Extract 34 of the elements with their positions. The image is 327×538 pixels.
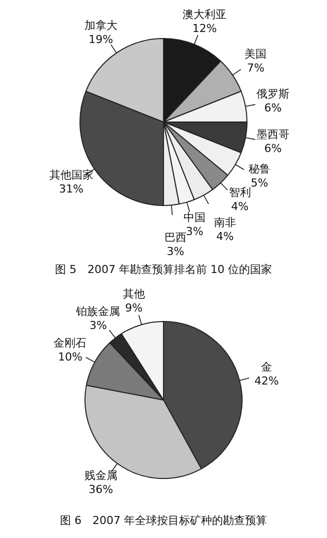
slice-label: 美国 — [244, 47, 267, 60]
slice-label: 铂族金属 — [75, 304, 120, 318]
slice-label: 其他国家 — [49, 168, 94, 182]
slice-label: 巴西 — [164, 230, 186, 244]
slice-label: 墨西哥 — [256, 128, 290, 142]
data-label: 3% — [166, 244, 184, 258]
data-label: 5% — [250, 176, 268, 190]
slice-label: 金刚石 — [54, 336, 87, 350]
data-label: 6% — [264, 142, 282, 156]
data-label: 9% — [125, 301, 143, 314]
slice-label: 金 — [261, 360, 272, 374]
slice-label: 智利 — [228, 186, 251, 200]
text: 图 6 2007 年全球按目标矿种的勘查预算 — [59, 513, 268, 528]
slice-label: 南非 — [214, 216, 236, 230]
slice-label: 澳大利亚 — [182, 8, 227, 21]
data-label: 3% — [186, 225, 204, 238]
data-label: 36% — [88, 482, 114, 496]
slice-label: 俄罗斯 — [256, 88, 290, 101]
slice-label: 其他 — [122, 287, 145, 300]
data-label: 6% — [264, 102, 282, 115]
data-label: 12% — [192, 22, 217, 35]
data-label: 3% — [90, 318, 107, 332]
data-label: 10% — [58, 350, 82, 364]
data-label: 4% — [216, 230, 234, 244]
data-label: 31% — [59, 182, 84, 196]
slice-label: 秘鲁 — [248, 162, 270, 176]
slice-label: 加拿大 — [84, 18, 118, 32]
slice-label: 贱金属 — [84, 468, 118, 482]
data-label: 19% — [88, 32, 114, 46]
data-label: 7% — [246, 61, 264, 74]
data-label: 42% — [254, 374, 279, 388]
text: 图 5 2007 年勘查预算排名前 10 位的国家 — [54, 262, 273, 277]
data-label: 4% — [231, 200, 249, 214]
slice-label: 中国 — [184, 211, 206, 224]
